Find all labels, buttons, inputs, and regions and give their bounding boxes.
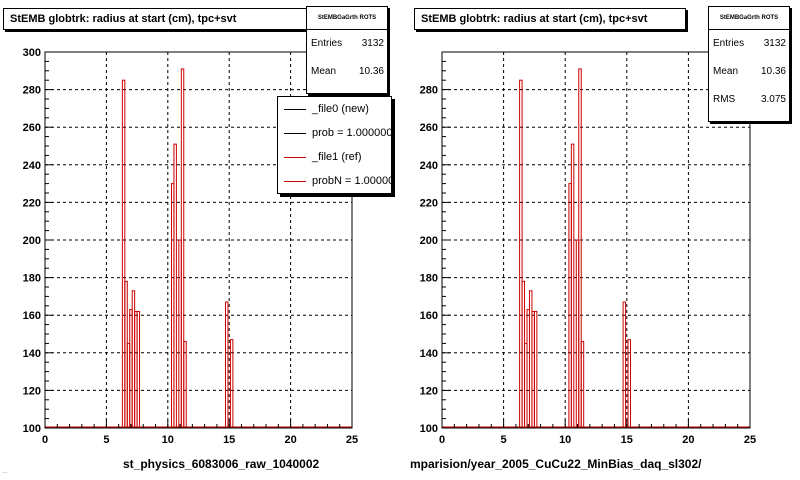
legend-entry-new: _file0 (new) <box>278 97 391 121</box>
x-tick-label: 0 <box>42 434 48 446</box>
stats-box-name: StEMBGaGrth ROTS <box>307 7 387 30</box>
legend-entry-prob: prob = 1.000000 <box>278 121 391 145</box>
stats-row-mean: Mean 10.36 <box>307 58 387 86</box>
y-tick-label: 240 <box>420 160 438 172</box>
x-tick-label: 10 <box>162 434 174 446</box>
y-tick-label: 200 <box>23 235 41 247</box>
y-tick-label: 140 <box>23 348 41 360</box>
y-tick-label: 100 <box>23 423 41 435</box>
y-tick-label: 120 <box>420 385 438 397</box>
legend-line-new <box>284 109 306 110</box>
y-tick-label: 260 <box>420 122 438 134</box>
y-tick-label: 260 <box>23 122 41 134</box>
stats-value: 3132 <box>361 38 384 49</box>
histogram-title-left: StEMB globtrk: radius at start (cm), tpc… <box>3 8 311 30</box>
legend-label: probN = 1.000000 <box>312 175 392 187</box>
x-tick-label: 5 <box>103 434 109 446</box>
file-caption-right: mparision/year_2005_CuCu22_MinBias_daq_s… <box>410 457 702 471</box>
stats-row-entries: Entries 3132 <box>307 30 387 58</box>
stats-value: 10.36 <box>760 66 786 77</box>
y-tick-label: 220 <box>420 197 438 209</box>
y-tick-label: 280 <box>23 85 41 97</box>
y-tick-label: 160 <box>23 310 41 322</box>
histogram-title-text: StEMB globtrk: radius at start (cm), tpc… <box>421 13 648 25</box>
y-tick-label: 280 <box>420 85 438 97</box>
histogram-title-right: StEMB globtrk: radius at start (cm), tpc… <box>414 8 686 30</box>
stats-value: 3.075 <box>760 94 786 105</box>
stats-box-left: StEMBGaGrth ROTS Entries 3132 Mean 10.36 <box>306 6 388 94</box>
stats-box-name: StEMBGaGrth ROTS <box>709 7 789 30</box>
stats-row-mean: Mean 10.36 <box>709 58 789 86</box>
stats-row-rms: RMS 3.075 <box>709 86 789 114</box>
stats-box-right: StEMBGaGrth ROTS Entries 3132 Mean 10.36… <box>708 6 790 122</box>
x-tick-label: 20 <box>284 434 296 446</box>
y-tick-label: 180 <box>420 273 438 285</box>
y-tick-label: 160 <box>420 310 438 322</box>
legend-line-probn <box>284 181 306 182</box>
legend-label: prob = 1.000000 <box>312 127 392 139</box>
stats-label: Entries <box>311 38 343 49</box>
x-tick-label: 0 <box>439 434 445 446</box>
y-tick-label: 140 <box>420 348 438 360</box>
x-tick-label: 20 <box>682 434 694 446</box>
y-tick-label: 180 <box>23 273 41 285</box>
legend-label: _file0 (new) <box>312 103 369 115</box>
legend-box: _file0 (new) prob = 1.000000 _file1 (ref… <box>277 96 392 194</box>
legend-line-ref <box>284 157 306 158</box>
x-tick-label: 25 <box>744 434 756 446</box>
x-tick-label: 15 <box>223 434 235 446</box>
legend-line-prob <box>284 133 306 134</box>
stats-value: 10.36 <box>358 66 384 77</box>
y-tick-label: 120 <box>23 385 41 397</box>
stats-label: Entries <box>713 38 745 49</box>
x-tick-label: 10 <box>559 434 571 446</box>
x-tick-label: 25 <box>346 434 358 446</box>
stats-label: Mean <box>311 66 337 77</box>
file-caption-left: st_physics_6083006_raw_1040002 <box>123 457 320 471</box>
footer-text: ... <box>2 468 8 475</box>
histogram-title-text: StEMB globtrk: radius at start (cm), tpc… <box>10 13 237 25</box>
y-tick-label: 220 <box>23 197 41 209</box>
x-tick-label: 15 <box>621 434 633 446</box>
x-tick-label: 5 <box>501 434 507 446</box>
y-tick-label: 240 <box>23 160 41 172</box>
stats-label: RMS <box>713 94 736 105</box>
y-tick-label: 200 <box>420 235 438 247</box>
legend-entry-ref: _file1 (ref) <box>278 145 391 169</box>
stats-row-entries: Entries 3132 <box>709 30 789 58</box>
y-tick-label: 100 <box>420 423 438 435</box>
y-tick-label: 300 <box>23 47 41 59</box>
legend-label: _file1 (ref) <box>312 151 362 163</box>
plot-area <box>442 52 750 428</box>
stats-label: Mean <box>713 66 739 77</box>
legend-entry-probn: probN = 1.000000 <box>278 169 391 193</box>
stats-value: 3132 <box>763 38 786 49</box>
